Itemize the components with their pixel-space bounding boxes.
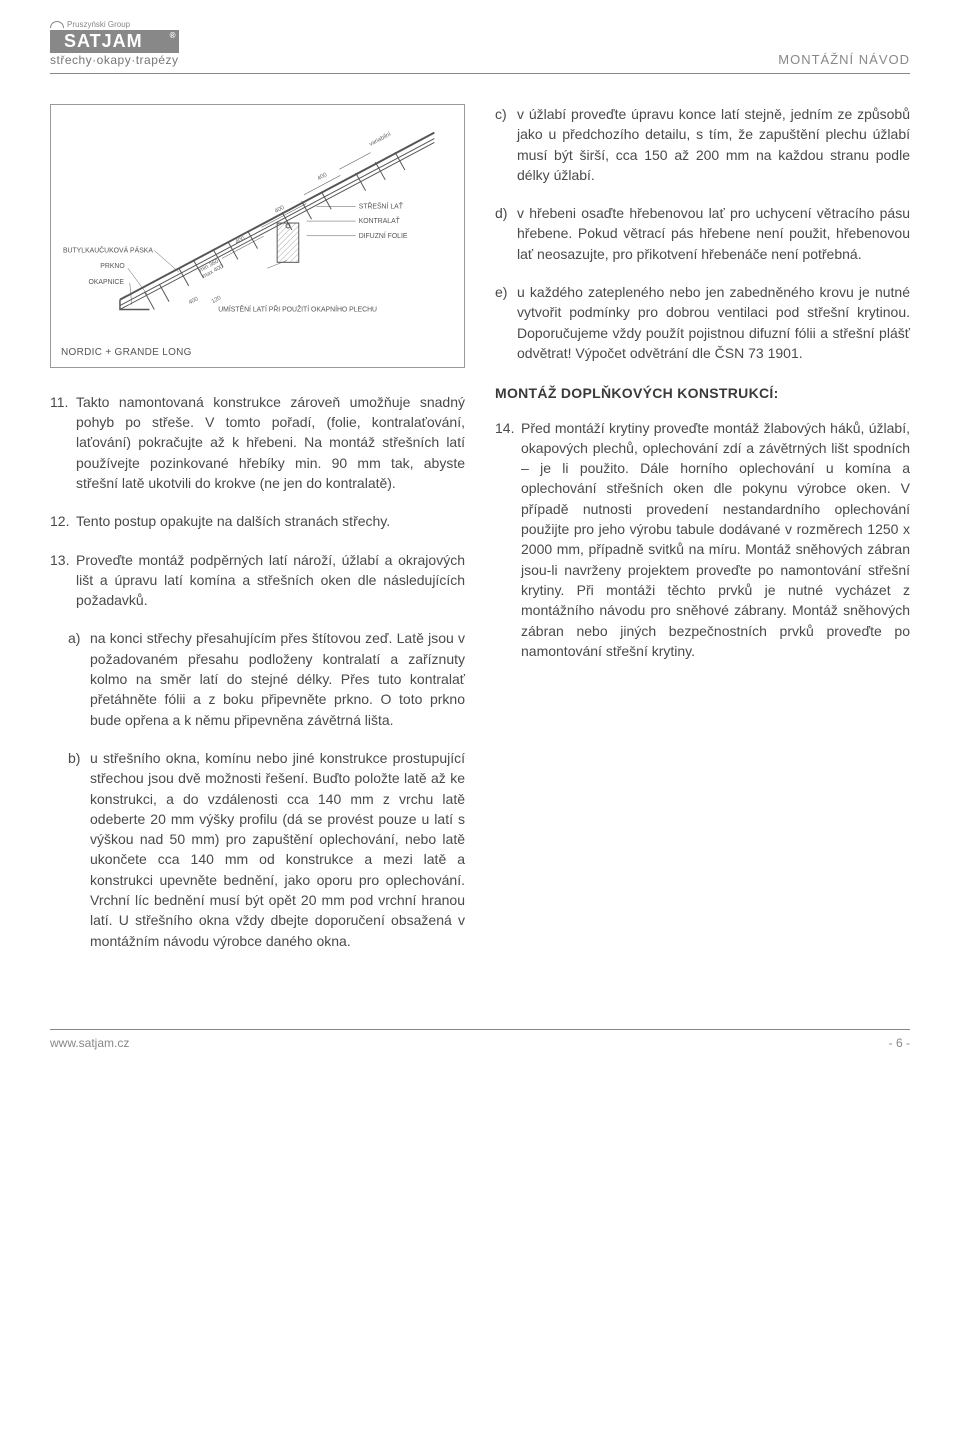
- label-butyl: BUTYLKAUČUKOVÁ PÁSKA: [63, 246, 153, 255]
- diagram-box: variabilní 400 400 400 min 360 max 400 4…: [50, 104, 465, 368]
- logo-arc-icon: [50, 21, 64, 28]
- item-13d-letter: d): [495, 203, 517, 264]
- logo-tagline: střechy·okapy·trapézy: [50, 53, 179, 67]
- label-difuzni-folie: DIFUZNÍ FOLIE: [359, 231, 408, 240]
- footer-url: www.satjam.cz: [50, 1036, 129, 1050]
- dim-400-1: 400: [317, 172, 329, 182]
- label-umisteni: UMÍSTĚNÍ LATÍ PŘI POUŽITÍ OKAPNÍHO PLECH…: [218, 304, 377, 313]
- item-13-num: 13.: [50, 550, 76, 611]
- dim-variabilni: variabilní: [369, 131, 393, 148]
- page-header: Pruszyński Group SATJAM střechy·okapy·tr…: [50, 20, 910, 74]
- item-13e-text: u každého zatepleného nebo jen zabedněné…: [517, 282, 910, 363]
- item-13e: e) u každého zatepleného nebo jen zabedn…: [495, 282, 910, 363]
- dim-400-4: 400: [188, 296, 200, 306]
- item-13c: c) v úžlabí proveďte úpravu konce latí s…: [495, 104, 910, 185]
- item-14-text: Před montáží krytiny proveďte montáž žla…: [521, 418, 910, 662]
- item-13-text: Proveďte montáž podpěrných latí nároží, …: [76, 550, 465, 611]
- item-13b-letter: b): [68, 748, 90, 951]
- roof-diagram: variabilní 400 400 400 min 360 max 400 4…: [61, 113, 454, 339]
- doc-title: MONTÁŽNÍ NÁVOD: [778, 52, 910, 67]
- item-13b: b) u střešního okna, komínu nebo jiné ko…: [50, 748, 465, 951]
- logo-group: Pruszyński Group: [50, 20, 179, 29]
- dim-120: 120: [211, 295, 223, 305]
- label-prkno: PRKNO: [100, 263, 124, 270]
- logo-block: Pruszyński Group SATJAM střechy·okapy·tr…: [50, 20, 179, 67]
- logo-group-text: Pruszyński Group: [67, 20, 130, 29]
- item-11-text: Takto namontovaná konstrukce zároveň umo…: [76, 392, 465, 493]
- label-okapnice: OKAPNICE: [89, 279, 125, 286]
- logo-brand-text: SATJAM: [64, 31, 143, 51]
- footer-page: - 6 -: [889, 1036, 910, 1050]
- item-13c-letter: c): [495, 104, 517, 185]
- item-13a-letter: a): [68, 628, 90, 729]
- item-13d: d) v hřebeni osaďte hřebenovou lať pro u…: [495, 203, 910, 264]
- item-11-num: 11.: [50, 392, 76, 493]
- item-14-num: 14.: [495, 418, 521, 662]
- left-column: variabilní 400 400 400 min 360 max 400 4…: [50, 104, 465, 969]
- right-column: c) v úžlabí proveďte úpravu konce latí s…: [495, 104, 910, 969]
- label-kontralat: KONTRALAŤ: [359, 216, 401, 225]
- item-13c-text: v úžlabí proveďte úpravu konce latí stej…: [517, 104, 910, 185]
- diagram-caption: NORDIC + GRANDE LONG: [61, 346, 454, 361]
- item-14: 14. Před montáží krytiny proveďte montáž…: [495, 418, 910, 662]
- item-12-num: 12.: [50, 511, 76, 531]
- item-13a: a) na konci střechy přesahujícím přes št…: [50, 628, 465, 729]
- item-12: 12. Tento postup opakujte na dalších str…: [50, 511, 465, 531]
- item-13: 13. Proveďte montáž podpěrných latí náro…: [50, 550, 465, 611]
- item-12-text: Tento postup opakujte na dalších stranác…: [76, 511, 465, 531]
- item-13e-letter: e): [495, 282, 517, 363]
- item-13d-text: v hřebeni osaďte hřebenovou lať pro uchy…: [517, 203, 910, 264]
- item-11: 11. Takto namontovaná konstrukce zároveň…: [50, 392, 465, 493]
- label-stresni-lat: STŘEŠNÍ LAŤ: [359, 201, 404, 210]
- section-heading: MONTÁŽ DOPLŇKOVÝCH KONSTRUKCÍ:: [495, 383, 910, 403]
- item-13a-text: na konci střechy přesahujícím přes štíto…: [90, 628, 465, 729]
- item-13b-text: u střešního okna, komínu nebo jiné konst…: [90, 748, 465, 951]
- page-footer: www.satjam.cz - 6 -: [50, 1029, 910, 1050]
- logo-brand: SATJAM: [50, 30, 179, 53]
